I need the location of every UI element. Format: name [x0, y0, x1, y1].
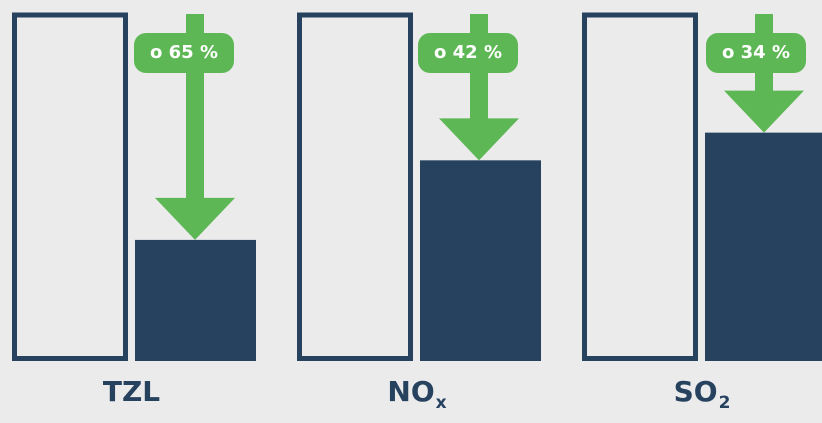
category-label-nox-text: NO: [387, 375, 435, 408]
category-label-so2: SO2: [602, 372, 802, 413]
baseline-bar-tzl: [12, 12, 128, 361]
arrow-head-tzl: [155, 197, 235, 240]
reduction-label-nox: o 42 %: [434, 42, 502, 63]
reduction-badge-tzl: [134, 33, 234, 73]
category-label-nox: NOx: [317, 372, 517, 413]
reduction-badge-so2: [706, 33, 806, 73]
category-label-so2-sub: 2: [718, 393, 731, 413]
reduction-label-so2: o 34 %: [722, 42, 790, 63]
category-label-tzl: TZL: [32, 372, 232, 412]
arrow-head-so2: [724, 90, 804, 133]
baseline-bar-nox: [297, 12, 413, 361]
baseline-bar-so2: [582, 12, 698, 361]
reduced-bar-so2: [705, 132, 822, 361]
reduction-badge-nox: [418, 33, 518, 73]
category-label-tzl-text: TZL: [102, 375, 161, 408]
reduced-bar-nox: [420, 160, 541, 361]
reduced-bar-tzl: [135, 239, 256, 361]
reduction-label-tzl: o 65 %: [150, 42, 218, 63]
category-label-nox-sub: x: [435, 393, 447, 413]
category-label-so2-text: SO: [673, 375, 718, 408]
arrow-head-nox: [439, 118, 519, 161]
